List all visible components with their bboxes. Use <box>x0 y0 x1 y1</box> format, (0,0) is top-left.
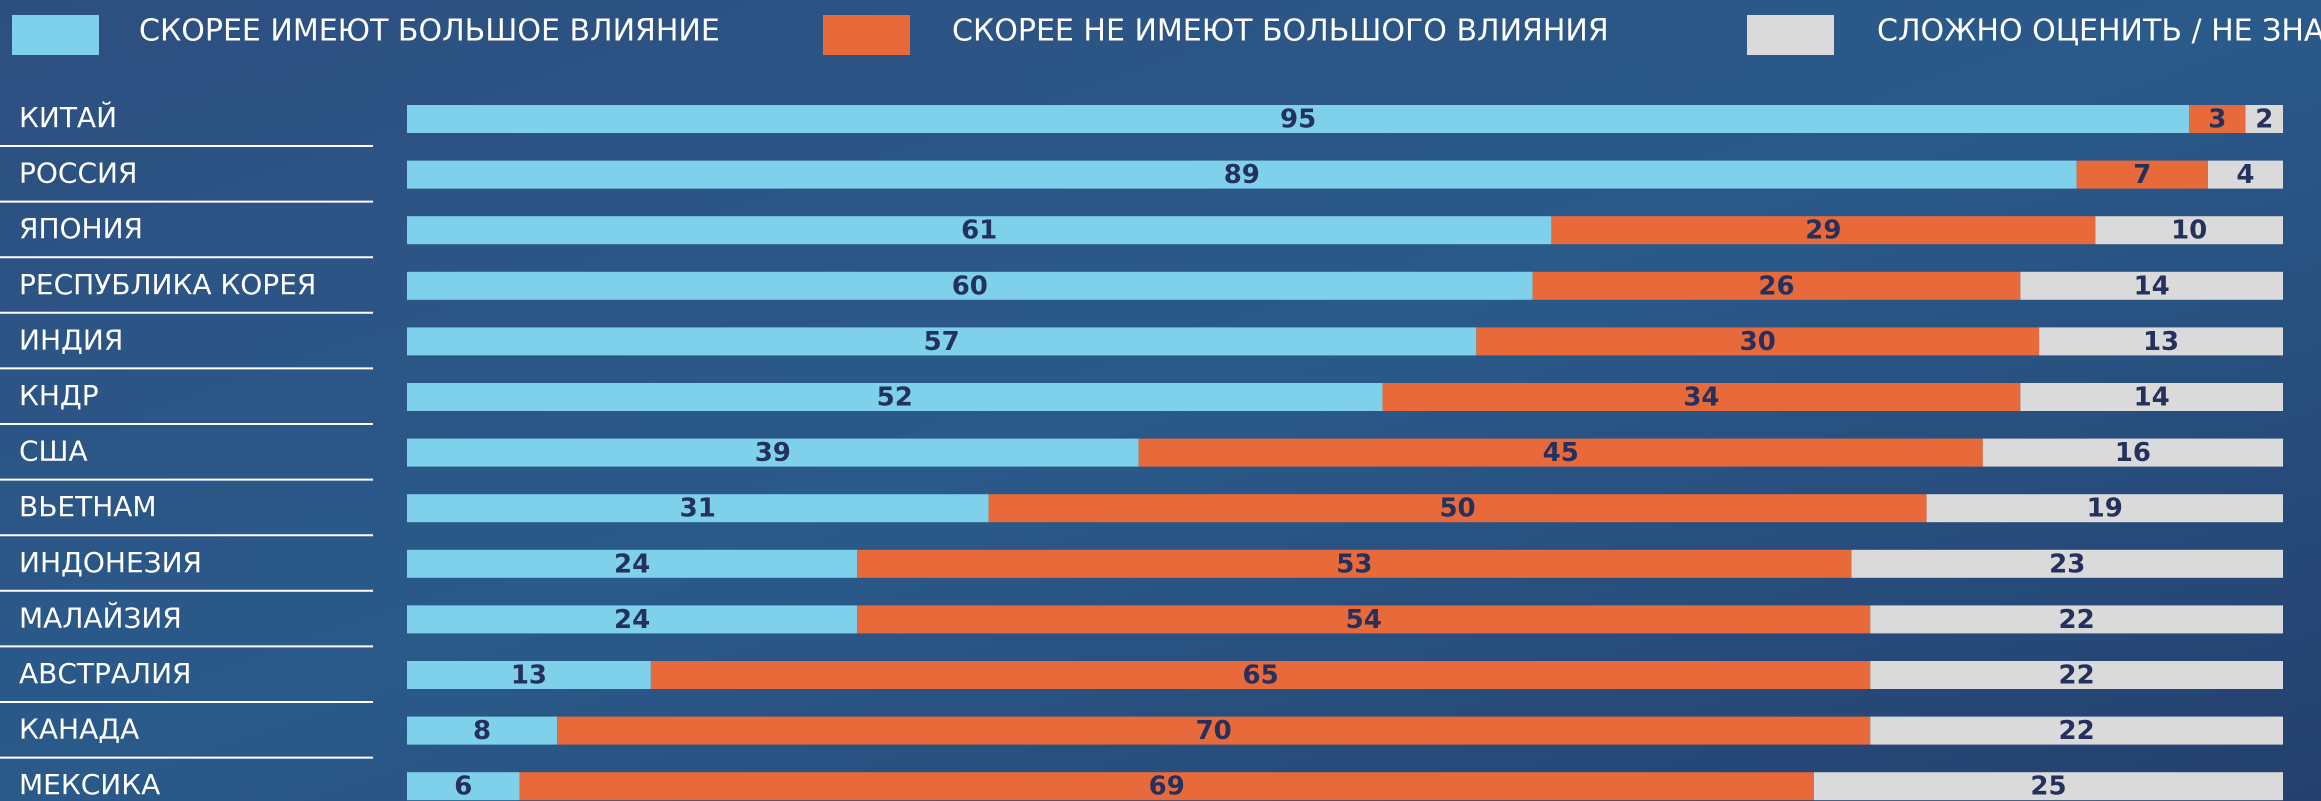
bar-segment <box>1382 383 2021 411</box>
value-label: 25 <box>2030 772 2066 801</box>
bar-segment <box>1138 438 1983 467</box>
value-label: 4 <box>2236 160 2254 190</box>
legend-label: СКОРЕЕ ИМЕЮТ БОЛЬШОЕ ВЛИЯНИЕ <box>139 14 720 49</box>
bar-segment <box>407 605 858 634</box>
category-label: ВЬЕТНАМ <box>19 490 157 523</box>
value-label: 23 <box>2049 549 2085 579</box>
bar-segment <box>2189 105 2246 133</box>
value-label: 6 <box>454 772 472 801</box>
bar-segment <box>2095 216 2283 245</box>
legend-swatch <box>12 15 99 55</box>
bar-segment <box>2020 271 2283 300</box>
bar-segment <box>2076 160 2208 189</box>
bar-segment <box>1814 772 2283 801</box>
value-label: 29 <box>1805 216 1841 246</box>
value-label: 89 <box>1224 160 1260 190</box>
bar-segment <box>1551 216 2096 245</box>
bar-segment <box>1870 605 2283 634</box>
bar-segment <box>519 772 1814 801</box>
category-label: АВСТРАЛИЯ <box>19 657 192 690</box>
value-label: 22 <box>2059 716 2095 746</box>
value-label: 24 <box>614 549 650 579</box>
value-label: 22 <box>2059 661 2095 691</box>
category-label: США <box>19 435 88 468</box>
bar-segment <box>1870 716 2283 745</box>
value-label: 54 <box>1346 605 1382 635</box>
value-label: 39 <box>755 438 791 468</box>
bar-segment <box>557 716 1871 745</box>
value-label: 45 <box>1543 438 1579 468</box>
bar-segment <box>1870 661 2283 689</box>
category-label: РОССИЯ <box>19 157 137 190</box>
bar-segment <box>407 494 989 523</box>
bar-segment <box>2245 105 2283 133</box>
bar-segment <box>407 327 1477 356</box>
value-label: 16 <box>2115 438 2151 468</box>
value-label: 60 <box>952 271 988 301</box>
value-label: 14 <box>2134 383 2170 413</box>
bar-segment <box>407 271 1533 300</box>
category-label: РЕСПУБЛИКА КОРЕЯ <box>19 268 316 301</box>
bar-segment <box>407 549 858 578</box>
bar-segment <box>857 605 1871 634</box>
category-label: КИТАЙ <box>19 100 117 134</box>
value-label: 70 <box>1196 716 1232 746</box>
value-label: 24 <box>614 605 650 635</box>
category-label: МЕКСИКА <box>19 768 160 801</box>
value-label: 26 <box>1758 271 1794 301</box>
category-label: КАНАДА <box>19 713 139 746</box>
value-label: 65 <box>1242 661 1278 691</box>
bar-segment <box>2039 327 2283 356</box>
bar-segment <box>407 105 2190 133</box>
bar-segment <box>650 661 1871 689</box>
value-label: 61 <box>961 216 997 246</box>
value-label: 30 <box>1740 327 1776 357</box>
legend-label: СЛОЖНО ОЦЕНИТЬ / НЕ ЗНАЮ <box>1877 14 2321 49</box>
value-label: 13 <box>511 661 547 691</box>
value-label: 22 <box>2059 605 2095 635</box>
bar-segment <box>407 438 1139 467</box>
bar-segment <box>407 383 1383 411</box>
bar-segment <box>1476 327 2040 356</box>
value-label: 34 <box>1683 383 1719 413</box>
bar-segment <box>1926 494 2283 523</box>
legend-swatch <box>1747 15 1834 55</box>
legend-label: СКОРЕЕ НЕ ИМЕЮТ БОЛЬШОГО ВЛИЯНИЯ <box>952 14 1609 49</box>
value-label: 95 <box>1280 105 1316 135</box>
value-label: 14 <box>2134 271 2170 301</box>
category-label: МАЛАЙЗИЯ <box>19 600 182 634</box>
bar-segment <box>1982 438 2283 467</box>
bar-segment <box>1851 549 2283 578</box>
category-label: КНДР <box>19 379 99 412</box>
value-label: 3 <box>2208 105 2226 135</box>
value-label: 19 <box>2087 494 2123 524</box>
value-label: 13 <box>2143 327 2179 357</box>
category-label: ЯПОНИЯ <box>19 212 143 245</box>
category-label: ИНДИЯ <box>19 323 123 356</box>
bar-segment <box>407 160 2077 189</box>
bar-segment <box>988 494 1927 523</box>
bar-segment <box>407 661 651 689</box>
bar-segment <box>407 716 558 745</box>
value-label: 52 <box>877 383 913 413</box>
value-label: 57 <box>924 327 960 357</box>
value-label: 53 <box>1336 549 1372 579</box>
value-label: 31 <box>680 494 716 524</box>
bar-segment <box>2020 383 2283 411</box>
value-label: 69 <box>1149 772 1185 801</box>
value-label: 10 <box>2171 216 2207 246</box>
legend-swatch <box>823 15 910 55</box>
bar-segment <box>407 772 520 801</box>
bar-segment <box>1532 271 2021 300</box>
bar-segment <box>857 549 1852 578</box>
bar-segment <box>407 216 1552 245</box>
value-label: 7 <box>2133 160 2151 190</box>
value-label: 50 <box>1439 494 1475 524</box>
category-label: ИНДОНЕЗИЯ <box>19 546 202 579</box>
value-label: 2 <box>2255 105 2273 135</box>
bar-segment <box>2207 160 2283 189</box>
value-label: 8 <box>473 716 491 746</box>
